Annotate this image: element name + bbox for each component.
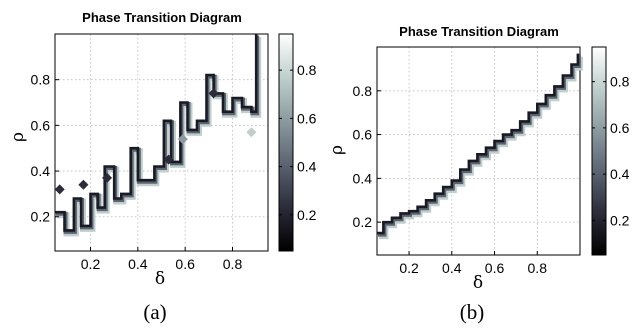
panel-a-colorbar-tick-label: 0.4 (297, 159, 317, 175)
panel-a-xtick-label: 0.6 (175, 256, 195, 272)
panel-a-isolated-point (78, 179, 89, 190)
panel-b-title: Phase Transition Diagram (399, 24, 559, 39)
panel-a-colorbar (278, 33, 294, 252)
panel-a-ytick-label: 0.2 (31, 209, 51, 225)
panel-a-caption: (a) (143, 300, 166, 324)
panel-a-colorbar-tick-label: 0.2 (297, 207, 317, 223)
panel-a-isolated-point (177, 134, 188, 145)
panel-b-ytick-label: 0.2 (353, 214, 373, 230)
panel-b-ticks: 0.2 0.4 0.6 0.8 0.2 0.4 0.6 0.8 (353, 83, 548, 276)
panel-b-xlabel: δ (473, 273, 483, 293)
panel-a-colorbar-ticks: 0.2 0.4 0.6 0.8 (279, 62, 317, 223)
panel-b-marks (377, 53, 583, 240)
panel-a-colorbar-tick-label: 0.6 (297, 110, 317, 126)
panel-a: Phase Transition Diagram 0.2 0.4 0.6 0.80.2… (8, 10, 317, 324)
panel-a-boundary-mid (56, 35, 260, 234)
panel-a-ylabel: ρ (8, 132, 28, 142)
panel-a-ytick-label: 0.4 (31, 163, 51, 179)
panel-a-colorbar-tick-label: 0.8 (297, 62, 317, 78)
panel-a-xtick-label: 0.4 (128, 256, 148, 272)
panel-b-plot-area (376, 46, 581, 256)
panel-a-title: Phase Transition Diagram (82, 10, 242, 25)
panel-b-xtick-label: 0.2 (399, 260, 419, 276)
panel-b-xtick-label: 0.8 (528, 260, 548, 276)
panel-a-isolated-point (246, 127, 257, 138)
panel-b-ytick-label: 0.8 (353, 83, 373, 99)
panel-b: Phase Transition Diagram 0.2 0.4 0.6 0.80.2… (327, 24, 630, 324)
panel-a-boundary-line (55, 34, 258, 232)
panel-b-colorbar-ticks: 0.2 0.4 0.6 0.8 (592, 74, 630, 228)
panel-b-colorbar-tick-label: 0.8 (610, 74, 630, 90)
panel-a-xlabel: δ (155, 269, 165, 289)
panel-a-isolated-point (208, 88, 219, 99)
panel-b-boundary-mid (378, 55, 581, 237)
panel-a-marks (54, 34, 262, 237)
panel-b-colorbar-tick-label: 0.2 (610, 212, 630, 228)
panel-b-colorbar-tick-label: 0.4 (610, 166, 630, 182)
panel-a-grid (55, 34, 268, 251)
panel-a-plot-area (54, 33, 269, 252)
panel-b-colorbar (591, 46, 607, 256)
panel-a-xtick-label: 0.2 (81, 256, 101, 272)
panel-a-isolated-point (102, 172, 113, 183)
panel-a-isolated-point (54, 184, 65, 195)
panel-a-xtick-label: 0.8 (223, 256, 243, 272)
panel-b-ytick-label: 0.6 (353, 127, 373, 143)
panel-a-ytick-label: 0.6 (31, 117, 51, 133)
panel-a-boundary-halo (57, 37, 262, 237)
panel-b-ytick-label: 0.4 (353, 170, 373, 186)
panel-b-grid (377, 47, 580, 255)
panel-b-boundary-line (377, 53, 580, 235)
panel-a-ticks: 0.2 0.4 0.6 0.8 0.2 0.4 0.6 0.8 (31, 72, 243, 272)
panel-b-xtick-label: 0.4 (442, 260, 462, 276)
panel-a-isolated-point (163, 154, 174, 165)
panel-b-xtick-label: 0.6 (485, 260, 505, 276)
panel-b-caption: (b) (460, 300, 485, 324)
panel-a-ytick-label: 0.8 (31, 72, 51, 88)
panel-b-ylabel: ρ (327, 145, 347, 155)
panel-b-colorbar-tick-label: 0.6 (610, 120, 630, 136)
